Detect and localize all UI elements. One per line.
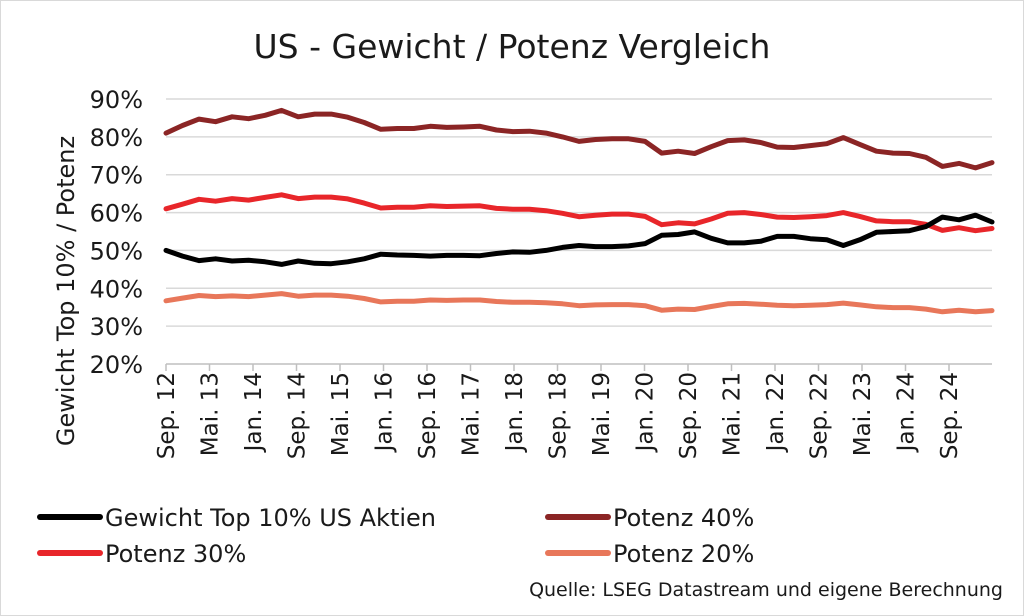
source-note: Quelle: LSEG Datastream und eigene Berec… [529,579,1003,601]
x-tick-label: Jan. 18 [502,372,528,453]
series-line-2 [163,192,995,234]
x-tick-label: Sep. 22 [807,372,833,459]
x-tick-label: Jan. 14 [241,372,267,453]
x-tick-label: Sep. 18 [546,372,572,459]
x-tick-label: Sep. 16 [415,372,441,459]
x-tick-label: Mai. 23 [850,372,876,456]
legend-item: Potenz 40% [545,504,754,532]
legend-label: Potenz 40% [613,504,754,532]
legend-item: Gewicht Top 10% US Aktien [37,504,436,532]
plot-area [163,107,995,315]
y-tick-label: 40% [90,275,143,303]
x-axis: Sep. 12 Mai. 13 Jan. 14 Sep. 14 Mai. 15 Jan. … [154,363,992,459]
y-tick-label: 60% [90,200,143,228]
x-tick-label: Jan. 16 [372,372,398,453]
y-tick-label: 90% [90,86,143,114]
series-line-3 [163,291,995,315]
y-tick-label: 20% [90,351,143,379]
gridlines [166,98,992,327]
x-tick-label: Mai. 19 [589,372,615,456]
y-axis-ticks: 20% 30% 40% 50% 60% 70% 80% 90% [90,86,143,379]
legend: Gewicht Top 10% US Aktien Potenz 40% Poten… [37,504,754,568]
x-tick-label: Sep. 20 [676,372,702,459]
x-tick-label: Jan. 20 [633,372,659,453]
x-tick-label: Mai. 17 [459,372,485,456]
legend-label: Potenz 20% [613,540,754,568]
x-tick-label: Sep. 24 [937,372,963,459]
chart-title: US - Gewicht / Potenz Vergleich [254,27,771,66]
legend-label: Gewicht Top 10% US Aktien [105,504,436,532]
legend-item: Potenz 20% [545,540,754,568]
x-tick-label: Mai. 13 [198,372,224,456]
legend-label: Potenz 30% [105,540,246,568]
series-line-0 [163,212,995,267]
x-tick-label: Sep. 14 [285,372,311,459]
x-tick-label: Jan. 22 [763,372,789,453]
x-tick-label: Jan. 24 [894,372,920,453]
x-tick-label: Sep. 12 [154,372,180,459]
y-tick-label: 70% [90,162,143,190]
y-tick-label: 50% [90,237,143,265]
legend-item: Potenz 30% [37,540,246,568]
x-tick-label: Mai. 21 [720,372,746,456]
y-tick-label: 30% [90,313,143,341]
y-axis-label: Gewicht Top 10% / Potenz [52,136,80,446]
series-line-1 [163,107,995,171]
x-tick-label: Mai. 15 [328,372,354,456]
y-tick-label: 80% [90,124,143,152]
